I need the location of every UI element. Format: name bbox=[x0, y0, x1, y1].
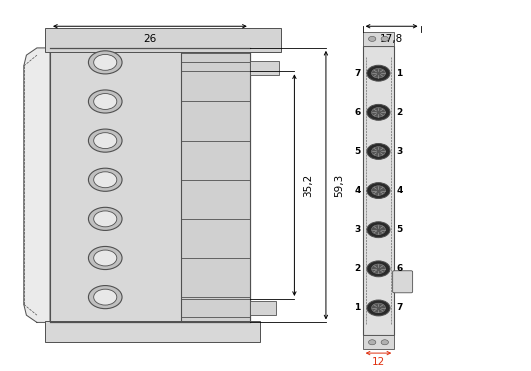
Bar bbox=[363, 46, 394, 335]
Circle shape bbox=[372, 68, 386, 78]
Text: 1: 1 bbox=[396, 69, 402, 78]
FancyBboxPatch shape bbox=[392, 271, 413, 293]
Text: 7: 7 bbox=[354, 69, 361, 78]
Circle shape bbox=[93, 93, 117, 109]
Circle shape bbox=[93, 250, 117, 266]
Circle shape bbox=[372, 147, 386, 156]
Circle shape bbox=[89, 129, 122, 152]
Bar bbox=[45, 28, 281, 52]
Circle shape bbox=[89, 51, 122, 74]
FancyBboxPatch shape bbox=[250, 301, 276, 315]
Circle shape bbox=[93, 133, 117, 148]
Circle shape bbox=[89, 246, 122, 270]
Circle shape bbox=[93, 172, 117, 188]
Text: 1: 1 bbox=[354, 303, 361, 312]
Circle shape bbox=[367, 104, 390, 120]
Text: 12: 12 bbox=[372, 357, 385, 367]
Circle shape bbox=[372, 225, 386, 234]
Circle shape bbox=[367, 300, 390, 316]
Text: 3: 3 bbox=[354, 225, 361, 234]
Text: 26: 26 bbox=[143, 34, 157, 44]
Bar bbox=[45, 321, 260, 342]
Circle shape bbox=[372, 303, 386, 313]
Text: 4: 4 bbox=[396, 186, 402, 195]
Circle shape bbox=[369, 36, 376, 42]
Polygon shape bbox=[24, 48, 50, 322]
Circle shape bbox=[89, 168, 122, 191]
Text: 59,3: 59,3 bbox=[335, 174, 344, 197]
Text: 17,8: 17,8 bbox=[380, 34, 403, 44]
Bar bbox=[50, 48, 182, 322]
Bar bbox=[182, 48, 250, 322]
Text: 6: 6 bbox=[396, 264, 402, 273]
Circle shape bbox=[367, 144, 390, 160]
Circle shape bbox=[381, 340, 389, 345]
Circle shape bbox=[93, 289, 117, 305]
Circle shape bbox=[367, 261, 390, 277]
Text: 35,2: 35,2 bbox=[303, 174, 313, 197]
Circle shape bbox=[93, 211, 117, 227]
Bar bbox=[50, 48, 250, 322]
Circle shape bbox=[89, 207, 122, 230]
Circle shape bbox=[367, 183, 390, 198]
Circle shape bbox=[381, 36, 389, 42]
Text: 4: 4 bbox=[354, 186, 361, 195]
Circle shape bbox=[372, 264, 386, 273]
Text: 3: 3 bbox=[396, 147, 402, 156]
Circle shape bbox=[372, 108, 386, 117]
Circle shape bbox=[369, 340, 376, 345]
Text: 5: 5 bbox=[354, 147, 361, 156]
Text: 6: 6 bbox=[354, 108, 361, 117]
Circle shape bbox=[89, 286, 122, 309]
Circle shape bbox=[89, 90, 122, 113]
Bar bbox=[363, 32, 394, 46]
Circle shape bbox=[367, 65, 390, 81]
Circle shape bbox=[367, 222, 390, 238]
Text: 2: 2 bbox=[396, 108, 402, 117]
Text: 2: 2 bbox=[354, 264, 361, 273]
Circle shape bbox=[372, 186, 386, 196]
Bar bbox=[363, 335, 394, 349]
Text: 7: 7 bbox=[396, 303, 402, 312]
Text: 5: 5 bbox=[396, 225, 402, 234]
Circle shape bbox=[93, 55, 117, 70]
FancyBboxPatch shape bbox=[250, 60, 279, 75]
